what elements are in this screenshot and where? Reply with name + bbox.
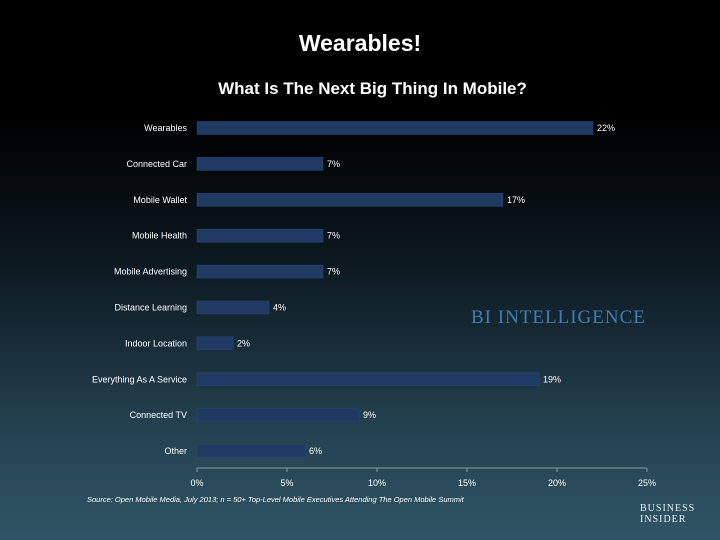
data-label: 6% [309,446,322,456]
data-label: 7% [327,159,340,169]
data-label: 7% [327,231,340,241]
category-label: Mobile Advertising [114,267,187,277]
data-label: 9% [363,410,376,420]
bar [196,408,360,422]
category-label: Mobile Wallet [133,195,187,205]
x-tick-label: 10% [368,478,386,488]
category-label: Distance Learning [114,303,187,313]
bars-layer [196,121,594,458]
category-label: Indoor Location [125,338,187,348]
business-insider-logo: BUSINESS INSIDER [640,503,704,525]
category-label: Connected TV [130,410,187,420]
bar [196,372,540,387]
x-tick-label: 15% [458,478,476,488]
labels-layer: Wearables 22% Connected Car 7% Mobile Wallet… [92,123,656,488]
axis-layer [196,467,648,472]
data-label: 17% [507,195,525,205]
bi-intelligence-watermark: BI INTELLIGENCE [471,307,646,328]
bar [196,264,324,279]
x-tick-label: 25% [638,478,656,488]
category-label: Other [164,446,187,456]
source-note: Source: Open Mobile Media, July 2013; n … [87,495,464,504]
brand-line-2: INSIDER [640,514,687,525]
x-tick-label: 5% [280,478,293,488]
chart-title: What Is The Next Big Thing In Mobile? [218,79,527,98]
category-label: Wearables [144,123,187,133]
data-label: 22% [597,123,615,133]
category-label: Mobile Health [132,231,187,241]
data-label: 19% [543,374,561,384]
x-tick-label: 0% [190,478,203,488]
slide-title: Wearables! [298,30,422,56]
x-tick-label: 20% [548,478,566,488]
bar [196,157,324,171]
data-label: 7% [327,267,340,277]
category-label: Everything As A Service [92,374,187,384]
data-label: 4% [273,303,286,313]
data-label: 2% [237,338,250,348]
bar [196,300,270,315]
bar [196,336,234,351]
brand-line-1: BUSINESS [640,503,696,514]
bar [196,444,306,458]
category-label: Connected Car [126,159,187,169]
bar [196,193,504,207]
bar [196,228,324,243]
bar [196,121,594,135]
